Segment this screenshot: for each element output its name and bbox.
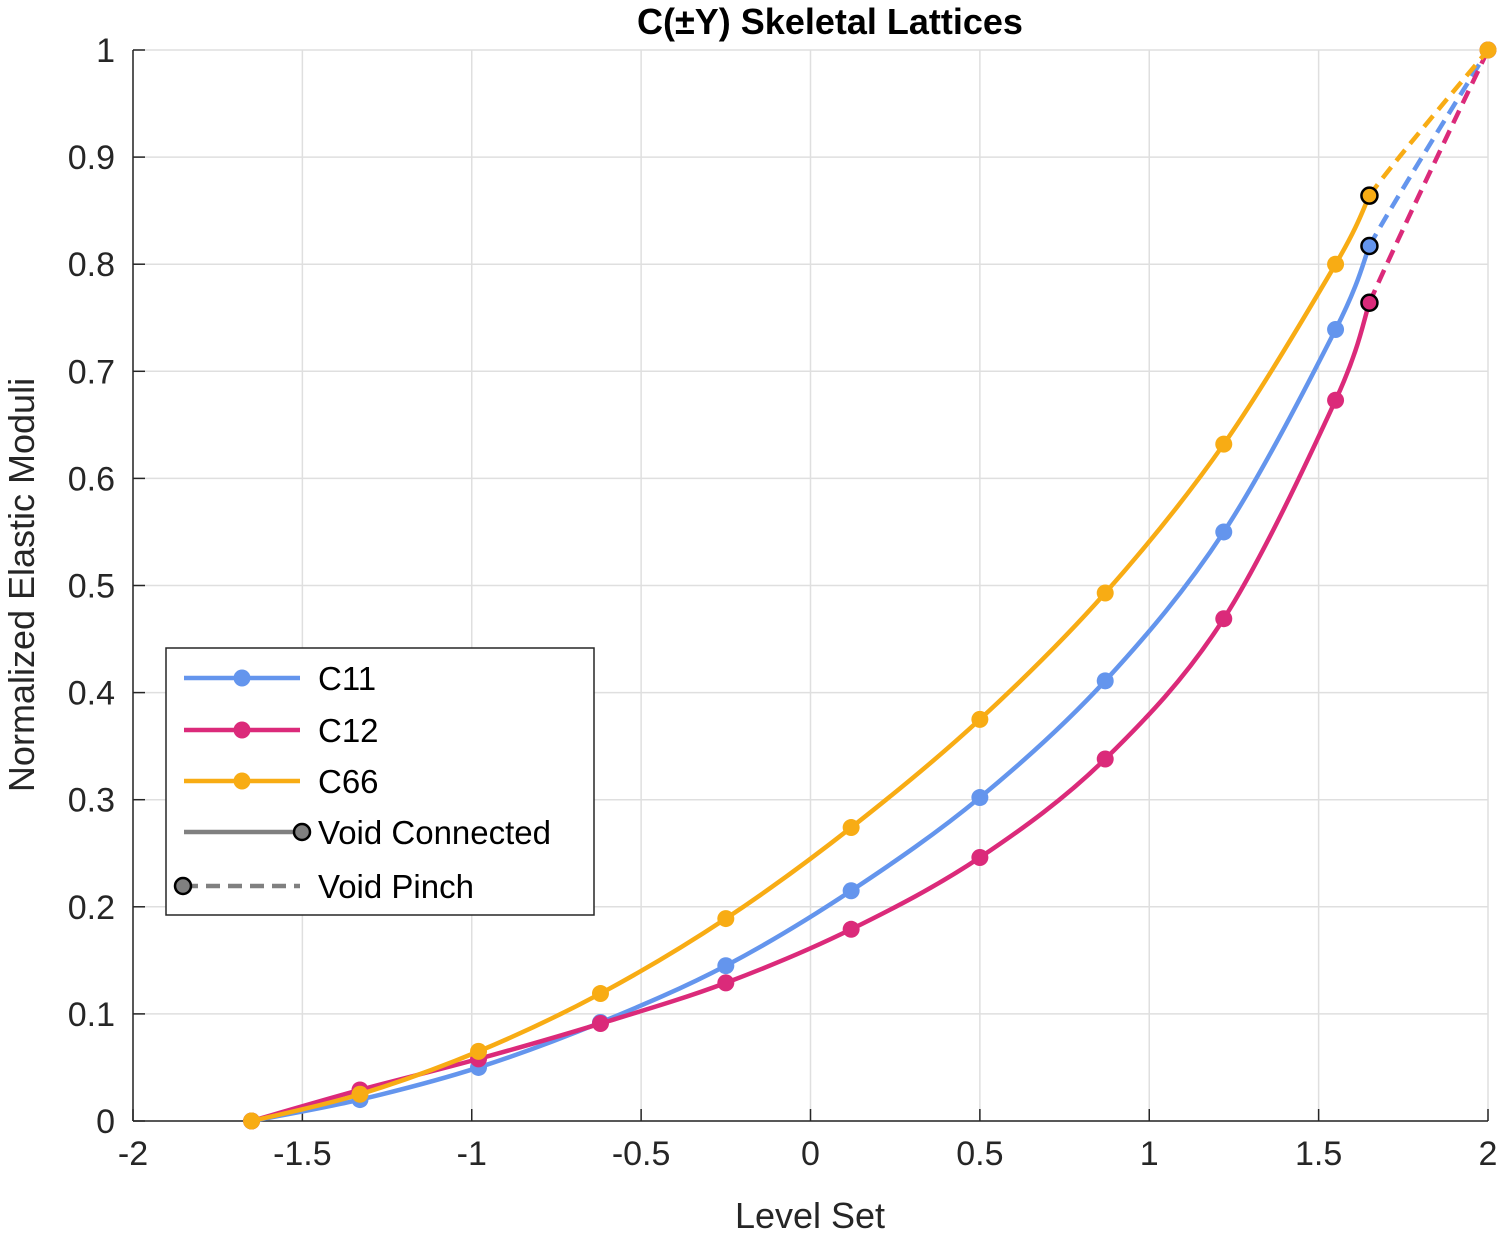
y-axis-title: Normalized Elastic Moduli: [1, 378, 42, 792]
data-point-c12: [1096, 750, 1114, 768]
x-tick-label: -1.5: [273, 1135, 332, 1173]
data-point-c66: [971, 710, 989, 728]
series-layer: [243, 41, 1497, 1130]
series-line-c11: [251, 245, 1372, 1124]
legend-label-void-connected: Void Connected: [318, 814, 551, 851]
data-point-c11: [842, 882, 860, 900]
legend-label-void-pinch: Void Pinch: [318, 868, 474, 905]
data-point-c12: [1327, 391, 1345, 409]
legend-marker-c11: [233, 669, 251, 687]
legend-marker-c66: [233, 772, 251, 790]
pinch-point-c12: [1360, 293, 1379, 313]
y-tick-label: 1: [96, 32, 115, 70]
legend-label-c12: C12: [318, 712, 379, 749]
data-point-c12: [1215, 610, 1233, 628]
y-tick-label: 0.3: [68, 782, 115, 820]
data-point-c66: [1215, 435, 1233, 453]
x-axis-title: Level Set: [735, 1195, 885, 1236]
pinch-point-c11: [1360, 236, 1379, 256]
legend-label-c66: C66: [318, 763, 379, 800]
series-line-c66: [251, 194, 1372, 1124]
series-line-c12: [250, 302, 1372, 1124]
data-point-c12: [717, 974, 735, 992]
y-tick-label: 0.2: [68, 889, 115, 927]
legend-marker-void-connected: [292, 822, 312, 842]
data-point-c11: [1327, 321, 1345, 339]
series-c66: [243, 41, 1497, 1130]
x-tick-label: -2: [118, 1135, 148, 1173]
y-tick-label: 0.4: [68, 675, 115, 713]
axes: [132, 49, 1489, 1122]
data-point-c66: [470, 1042, 488, 1060]
y-tick-label: 0.6: [68, 460, 115, 498]
data-point-c66: [351, 1085, 369, 1103]
data-point-c66: [591, 985, 609, 1003]
y-tick-label: 0.1: [68, 996, 115, 1034]
series-c11: [243, 41, 1497, 1130]
y-tick-label: 0.9: [68, 139, 115, 177]
y-tick-label: 0.5: [68, 568, 115, 606]
legend: C11 C12 C66 Void Connected Void Pinch: [165, 647, 595, 916]
data-point-c66: [842, 819, 860, 837]
data-point-c12: [842, 920, 860, 938]
data-point-c66: [1327, 255, 1345, 273]
y-tick-label: 0.7: [68, 353, 115, 391]
x-tick-label: 1.5: [1295, 1135, 1342, 1173]
data-point-c66: [1096, 584, 1114, 602]
data-point-c66: [717, 910, 735, 928]
x-tick-label: 2: [1479, 1135, 1498, 1173]
y-tick-label: 0: [96, 1103, 115, 1141]
legend-marker-void-pinch: [173, 876, 193, 896]
chart-title: C(±Y) Skeletal Lattices: [637, 1, 1023, 42]
data-point-c12: [971, 849, 989, 867]
x-tick-label: -0.5: [612, 1135, 671, 1173]
y-tick-labels: 0 0.1 0.2 0.3 0.4 0.5 0.6 0.7 0.8 0.9 1: [68, 32, 115, 1141]
data-point-end-c66: [1479, 41, 1497, 59]
series-pinch-line-c11: [1367, 48, 1490, 248]
x-tick-label: 1: [1140, 1135, 1159, 1173]
y-tick-label: 0.8: [68, 246, 115, 284]
series-pinch-line-c66: [1367, 48, 1490, 197]
pinch-point-c66: [1360, 186, 1379, 205]
series-pinch-line-c12: [1367, 49, 1491, 304]
x-tick-label: 0.5: [956, 1135, 1003, 1173]
data-point-c11: [971, 789, 989, 807]
data-point-c11: [717, 957, 735, 975]
legend-label-c11: C11: [318, 660, 376, 697]
data-point-c11: [1215, 523, 1233, 541]
data-point-c66: [243, 1112, 261, 1130]
legend-marker-c12: [233, 721, 251, 739]
x-tick-label: 0: [801, 1135, 820, 1173]
x-tick-label: -1: [457, 1135, 487, 1173]
data-point-c12: [591, 1015, 609, 1033]
data-point-c11: [1096, 672, 1114, 690]
x-tick-labels: -2 -1.5 -1 -0.5 0 0.5 1 1.5 2: [118, 1135, 1498, 1173]
